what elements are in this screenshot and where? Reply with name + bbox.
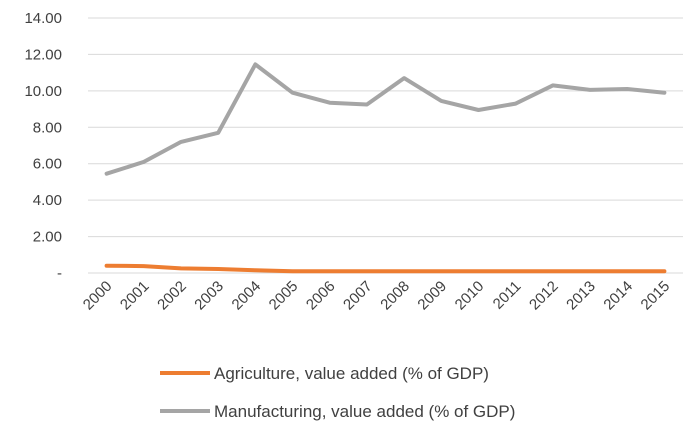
x-tick-label: 2013	[563, 278, 599, 314]
x-tick-label: 2012	[526, 278, 562, 314]
x-tick-label: 2001	[117, 278, 153, 314]
x-tick-label: 2000	[80, 278, 116, 314]
x-tick-label: 2005	[266, 278, 302, 314]
y-tick-label: 4.00	[33, 192, 62, 209]
x-tick-label: 2004	[229, 278, 265, 314]
x-tick-label: 2010	[452, 278, 488, 314]
x-tick-label: 2006	[303, 278, 339, 314]
y-axis-tick-labels: - 2.00 4.00 6.00 8.00 10.00 12.00 14.00	[24, 10, 62, 282]
x-tick-label: 2002	[154, 278, 190, 314]
x-tick-label: 2009	[414, 278, 450, 314]
x-tick-label: 2008	[377, 278, 413, 314]
y-tick-label: 10.00	[24, 83, 62, 100]
legend-label-agriculture: Agriculture, value added (% of GDP)	[214, 364, 489, 383]
y-tick-label: 8.00	[33, 119, 62, 136]
y-tick-label: 14.00	[24, 10, 62, 27]
y-tick-label: -	[57, 265, 62, 282]
series-line-agriculture	[104, 263, 667, 274]
x-axis-tick-labels: 2000 2001 2002 2003 2004 2005 2006 2007 2008 2009…	[80, 278, 673, 314]
y-tick-label: 6.00	[33, 156, 62, 173]
legend: Agriculture, value added (% of GDP) Manu…	[160, 364, 515, 421]
x-tick-label: 2003	[191, 278, 227, 314]
series-lines	[104, 62, 667, 274]
series-line-manufacturing	[104, 62, 667, 176]
x-tick-label: 2011	[490, 278, 525, 313]
x-tick-label: 2014	[600, 278, 636, 314]
legend-label-manufacturing: Manufacturing, value added (% of GDP)	[214, 402, 515, 421]
x-tick-label: 2007	[340, 278, 376, 314]
y-tick-label: 2.00	[33, 229, 62, 246]
y-tick-label: 12.00	[24, 46, 62, 63]
x-tick-label: 2015	[638, 278, 674, 314]
